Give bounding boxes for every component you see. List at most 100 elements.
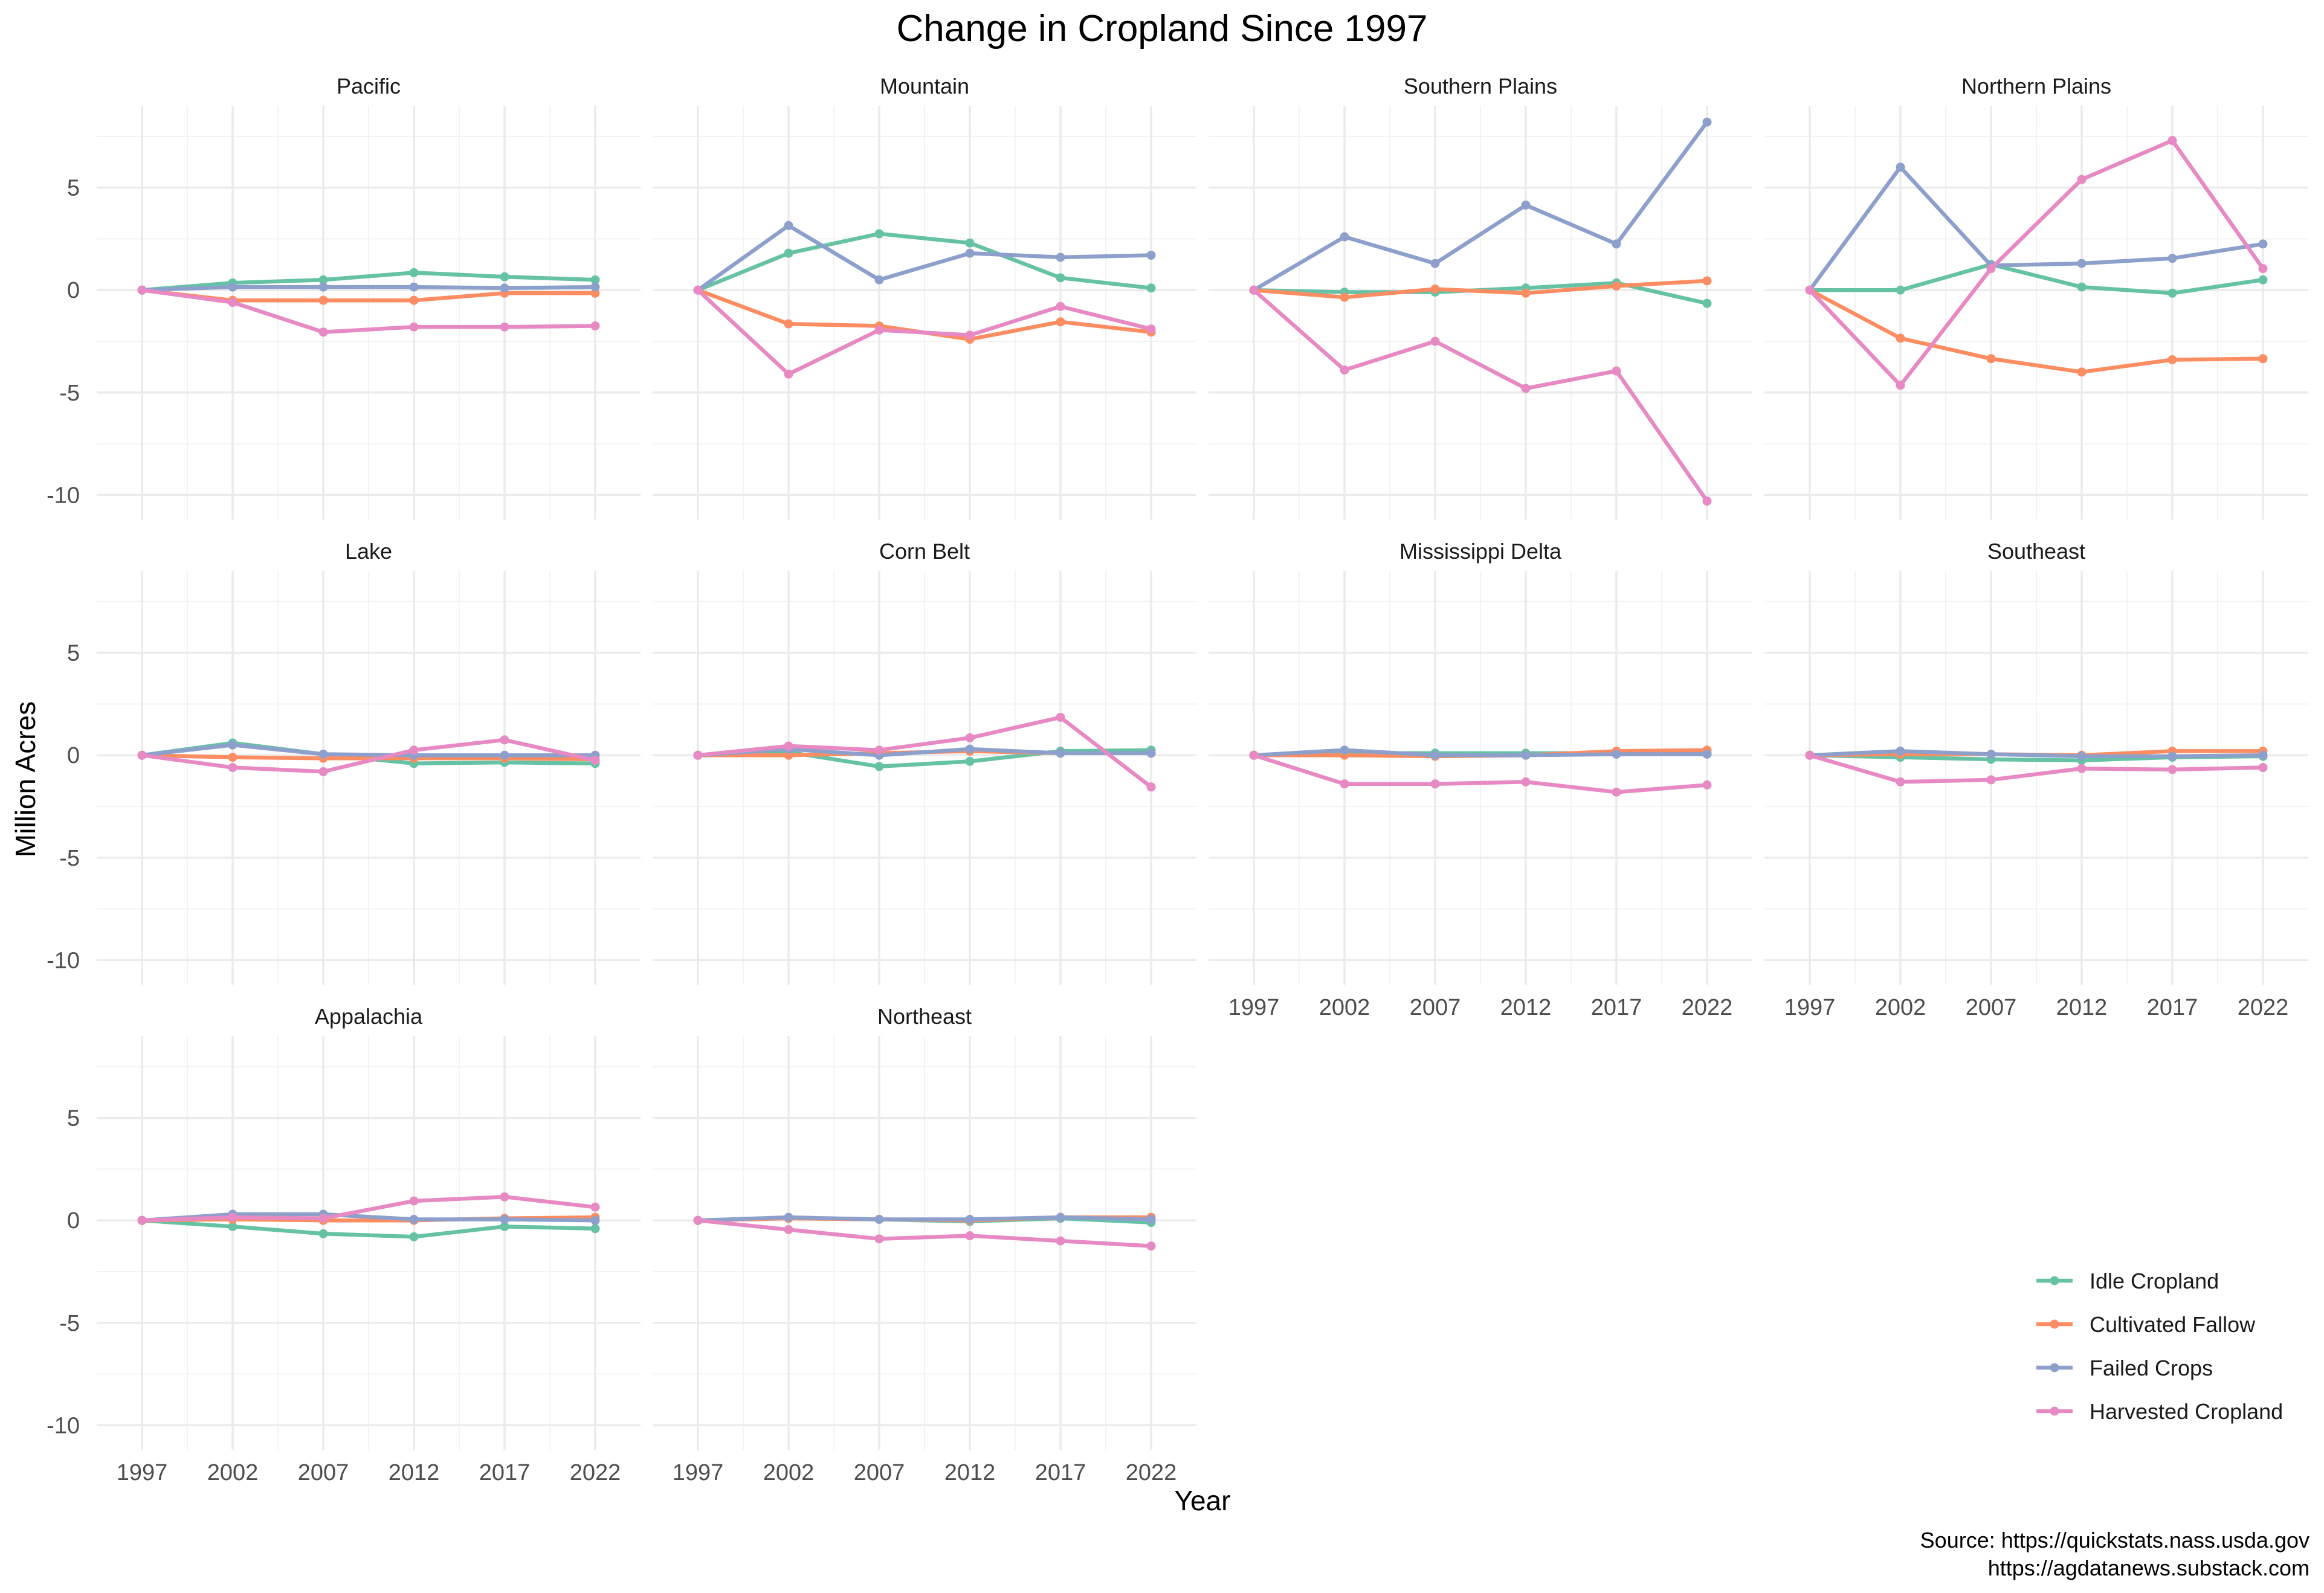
x-tick-label: 2012	[1500, 995, 1552, 1020]
x-axis-title: Year	[1175, 1485, 1231, 1516]
legend-key-point	[2050, 1363, 2059, 1373]
data-point-idle-cropland	[409, 268, 419, 277]
x-tick-label: 1997	[673, 1460, 724, 1485]
data-point-failed-crops	[409, 282, 419, 292]
data-point-idle-cropland	[2167, 288, 2177, 298]
data-point-failed-crops	[2167, 254, 2177, 263]
data-point-harvested-cropland	[1805, 285, 1815, 295]
x-tick-label: 2007	[854, 1460, 905, 1485]
data-point-harvested-cropland	[1340, 365, 1349, 375]
source-caption-line-1: Source: https://quickstats.nass.usda.gov	[1920, 1528, 2309, 1553]
data-point-idle-cropland	[1702, 298, 1712, 308]
legend-key-point	[2050, 1406, 2059, 1416]
y-tick-label: 5	[67, 176, 80, 201]
x-tick-label: 2022	[2238, 995, 2289, 1020]
x-tick-label: 2022	[1126, 1460, 1177, 1485]
data-point-idle-cropland	[1146, 283, 1156, 293]
data-point-harvested-cropland	[1146, 782, 1156, 792]
x-tick-label: 2017	[479, 1460, 531, 1485]
x-tick-label: 1997	[1784, 995, 1836, 1020]
legend-item-idle-cropland: Idle Cropland	[2036, 1269, 2219, 1293]
data-point-harvested-cropland	[2258, 763, 2268, 773]
data-point-harvested-cropland	[1702, 496, 1712, 506]
data-point-cultivated-fallow	[1430, 285, 1440, 294]
data-point-harvested-cropland	[693, 1215, 703, 1225]
data-point-harvested-cropland	[1056, 1236, 1065, 1246]
data-point-idle-cropland	[409, 1232, 419, 1241]
data-point-idle-cropland	[1896, 285, 1905, 295]
data-point-cultivated-fallow	[784, 319, 793, 329]
series-line-failed-crops	[696, 747, 1154, 758]
panel-strip-label: Mississippi Delta	[1399, 539, 1562, 564]
data-point-harvested-cropland	[693, 750, 703, 760]
data-point-harvested-cropland	[874, 745, 884, 755]
series-line-harvested-cropland	[140, 288, 598, 334]
data-point-idle-cropland	[965, 756, 975, 766]
x-tick-label: 2007	[298, 1460, 349, 1485]
series-line-cultivated-fallow	[140, 753, 598, 762]
data-point-cultivated-fallow	[2167, 355, 2177, 364]
panel-strip-label: Mountain	[880, 74, 969, 98]
y-tick-label: 5	[67, 641, 80, 666]
data-point-failed-crops	[965, 248, 975, 258]
y-tick-label: 0	[67, 743, 80, 768]
y-tick-label: 5	[67, 1106, 80, 1131]
data-point-idle-cropland	[1056, 273, 1065, 283]
data-point-failed-crops	[1612, 750, 1621, 759]
data-point-failed-crops	[874, 275, 884, 285]
data-point-cultivated-fallow	[1986, 354, 1996, 364]
data-point-failed-crops	[1146, 251, 1156, 260]
data-point-harvested-cropland	[965, 330, 975, 340]
data-point-failed-crops	[500, 750, 509, 760]
y-tick-label: -10	[47, 483, 80, 508]
data-point-cultivated-fallow	[318, 295, 328, 305]
y-tick-label: -5	[59, 1311, 80, 1336]
data-point-harvested-cropland	[409, 745, 419, 755]
data-point-harvested-cropland	[228, 763, 237, 773]
data-point-failed-crops	[228, 282, 237, 292]
legend-label: Failed Crops	[2090, 1356, 2213, 1380]
series-line-idle-cropland	[140, 1218, 598, 1239]
data-point-cultivated-fallow	[1521, 288, 1531, 298]
data-point-idle-cropland	[318, 1229, 328, 1238]
series-line-failed-crops	[1251, 748, 1709, 758]
panel-southern-plains: Southern Plains	[1209, 74, 1752, 520]
y-tick-label: -5	[59, 846, 80, 871]
y-tick-label: -5	[59, 381, 80, 406]
data-point-idle-cropland	[784, 248, 793, 258]
series-line-idle-cropland	[1807, 262, 2265, 295]
data-point-harvested-cropland	[318, 767, 328, 776]
data-point-cultivated-fallow	[409, 295, 419, 305]
data-point-harvested-cropland	[228, 298, 237, 307]
y-tick-label: 0	[67, 1208, 80, 1234]
data-point-harvested-cropland	[2258, 264, 2268, 274]
data-point-harvested-cropland	[874, 325, 884, 335]
data-point-harvested-cropland	[784, 369, 793, 379]
x-tick-label: 2002	[1319, 995, 1370, 1020]
data-point-harvested-cropland	[2167, 765, 2177, 774]
legend-item-failed-crops: Failed Crops	[2036, 1356, 2213, 1380]
data-point-failed-crops	[1430, 259, 1440, 268]
data-point-harvested-cropland	[1896, 777, 1905, 787]
data-point-harvested-cropland	[228, 1212, 237, 1222]
x-tick-label: 2017	[2147, 995, 2198, 1020]
panel-mississippi-delta: Mississippi Delta 1997 2002 2007 2012 2017 202…	[1209, 539, 1752, 1020]
series-line-harvested-cropland	[696, 288, 1154, 376]
legend-item-cultivated-fallow: Cultivated Fallow	[2036, 1312, 2256, 1337]
series-line-harvested-cropland	[696, 1218, 1154, 1248]
legend-label: Idle Cropland	[2090, 1269, 2219, 1293]
series-line-cultivated-fallow	[1251, 278, 1709, 300]
data-point-failed-crops	[590, 282, 600, 292]
panel-mountain: Mountain	[653, 74, 1196, 520]
panel-strip-label: Appalachia	[315, 1004, 423, 1029]
panel-strip-label: Northern Plains	[1961, 74, 2111, 98]
series-line-idle-cropland	[696, 748, 1154, 769]
data-point-harvested-cropland	[2077, 175, 2087, 184]
panel-strip-label: Corn Belt	[879, 539, 970, 564]
data-point-harvested-cropland	[1340, 779, 1349, 789]
series-line-harvested-cropland	[140, 1194, 598, 1223]
series-line-idle-cropland	[696, 231, 1154, 292]
data-point-harvested-cropland	[1249, 285, 1259, 295]
data-point-failed-crops	[874, 1215, 884, 1225]
data-point-idle-cropland	[318, 275, 328, 285]
